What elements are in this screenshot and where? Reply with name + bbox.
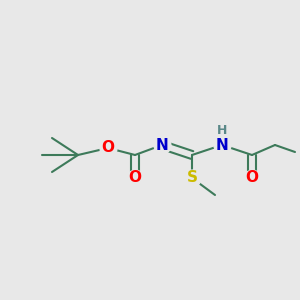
Text: H: H [217,124,227,137]
Text: O: O [101,140,115,155]
Text: S: S [187,170,197,185]
Text: N: N [156,137,168,152]
Text: O: O [128,170,142,185]
Text: N: N [216,137,228,152]
Text: O: O [245,170,259,185]
